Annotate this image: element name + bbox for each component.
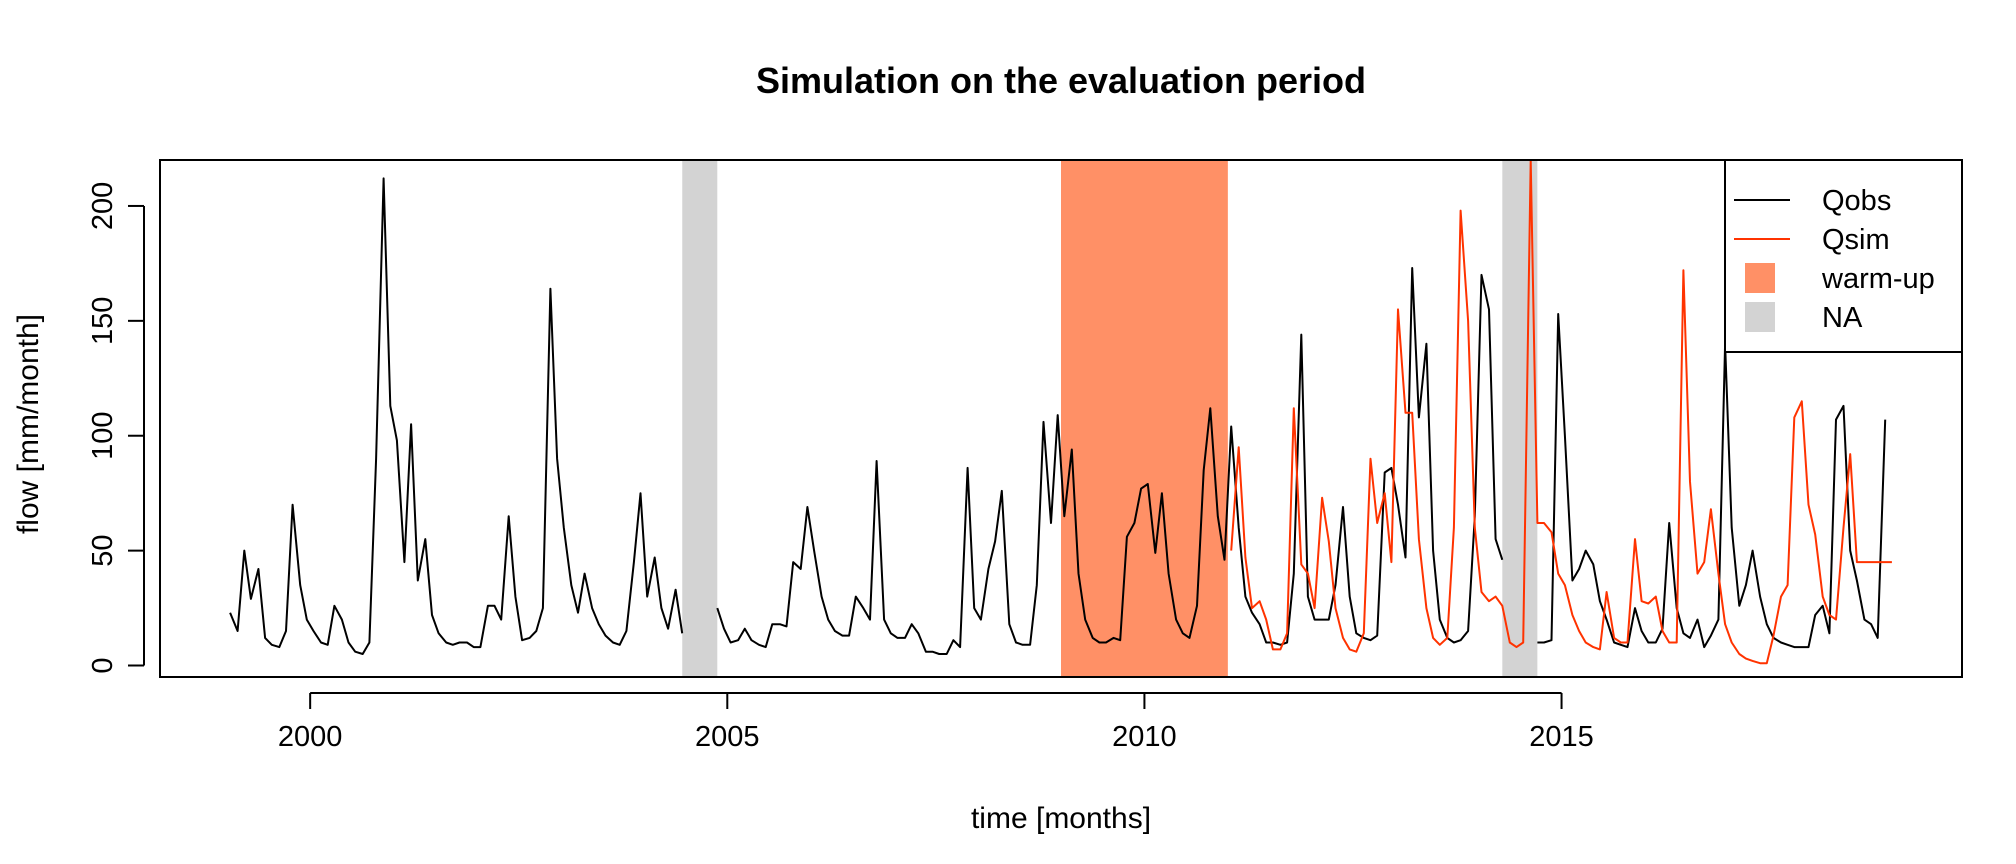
chart-title: Simulation on the evaluation period	[756, 60, 1366, 101]
qsim-line	[1230, 159, 1892, 665]
y-tick-label: 50	[87, 534, 119, 566]
legend-label: Qobs	[1822, 185, 1891, 217]
legend-label: warm-up	[1821, 263, 1935, 295]
x-tick-label: 2000	[278, 721, 343, 753]
warmup-band	[1061, 160, 1228, 677]
y-tick-label: 100	[87, 412, 119, 460]
legend-swatch-warm-up	[1745, 263, 1775, 293]
na-band	[682, 160, 718, 677]
axes: 2000 2005 2010 2015 0 50 100 150 200	[87, 182, 1594, 753]
legend: Qobs Qsim warm-up NA	[1724, 159, 1963, 353]
x-tick-label: 2005	[695, 721, 760, 753]
shaded-periods	[682, 160, 1538, 677]
qobs-line	[229, 177, 684, 655]
qobs-line	[1537, 313, 1887, 649]
y-tick-label: 150	[87, 297, 119, 345]
legend-swatch-na	[1745, 302, 1775, 332]
y-axis-label: flow [mm/month]	[12, 314, 45, 534]
legend-label: Qsim	[1822, 224, 1890, 256]
x-tick-label: 2015	[1529, 721, 1594, 753]
legend-label: NA	[1822, 302, 1863, 334]
series-lines	[229, 159, 1892, 665]
x-tick-label: 2010	[1112, 721, 1177, 753]
x-axis-label: time [months]	[971, 802, 1151, 835]
y-tick-label: 0	[87, 657, 119, 673]
plot-frame	[159, 159, 1963, 678]
y-tick-label: 200	[87, 182, 119, 230]
qobs-line	[716, 267, 1504, 655]
